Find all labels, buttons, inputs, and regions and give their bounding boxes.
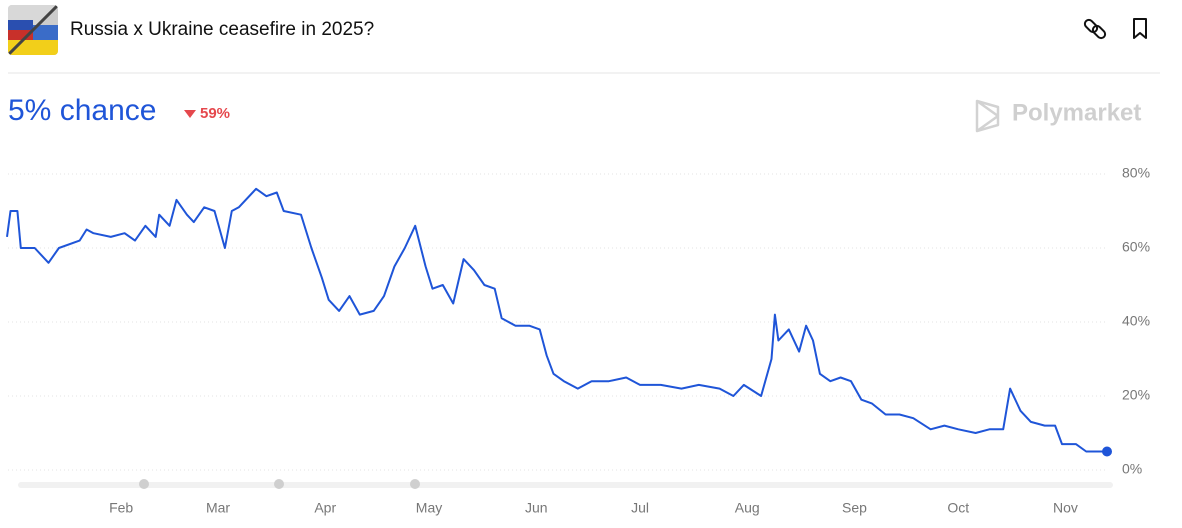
x-tick-label: Apr bbox=[314, 500, 336, 516]
range-slider[interactable] bbox=[18, 482, 1113, 488]
market-icon bbox=[8, 5, 58, 55]
slider-dot bbox=[410, 479, 420, 489]
x-tick-label: May bbox=[416, 500, 442, 516]
last-point bbox=[1102, 446, 1112, 457]
slider-dot bbox=[274, 479, 284, 489]
brand-logo bbox=[975, 99, 1000, 133]
x-tick-label: Oct bbox=[947, 500, 969, 516]
brand-name: Polymarket bbox=[1012, 99, 1141, 126]
x-tick-label: Sep bbox=[842, 500, 867, 516]
slider-dot bbox=[139, 479, 149, 489]
down-arrow bbox=[184, 110, 196, 118]
bookmark-button[interactable] bbox=[1133, 18, 1147, 39]
y-tick-label: 0% bbox=[1122, 461, 1142, 477]
x-tick-label: Jun bbox=[525, 500, 548, 516]
market-title: Russia x Ukraine ceasefire in 2025? bbox=[70, 19, 374, 40]
x-tick-label: Feb bbox=[109, 500, 133, 516]
y-tick-label: 20% bbox=[1122, 387, 1150, 403]
change: 59% bbox=[200, 105, 230, 122]
y-tick-label: 60% bbox=[1122, 239, 1150, 255]
x-tick-label: Mar bbox=[206, 500, 230, 516]
y-tick-label: 80% bbox=[1122, 165, 1150, 181]
x-tick-label: Nov bbox=[1053, 500, 1078, 516]
x-tick-label: Jul bbox=[631, 500, 649, 516]
y-tick-label: 40% bbox=[1122, 313, 1150, 329]
x-tick-label: Aug bbox=[735, 500, 760, 516]
price-line bbox=[6, 187, 1107, 453]
chance: 5% chance bbox=[8, 94, 156, 127]
link-button[interactable] bbox=[1083, 18, 1107, 40]
